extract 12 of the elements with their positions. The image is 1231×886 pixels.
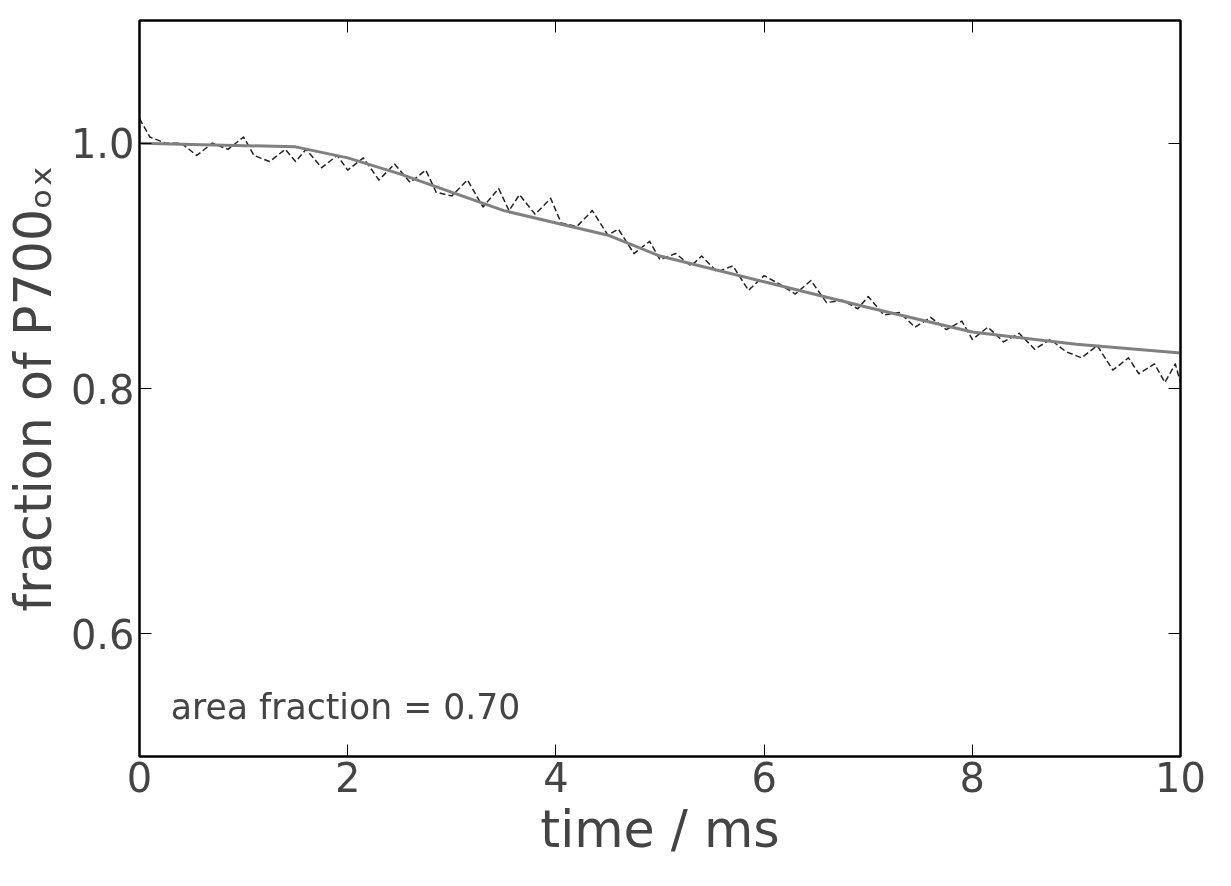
x-tick-label: 6	[751, 754, 777, 801]
x-tick-label: 8	[959, 754, 986, 801]
annotation: area fraction = 0.70	[170, 687, 521, 728]
y-tick-label: 1.0	[70, 121, 135, 168]
y-tick-label: 0.8	[70, 366, 135, 413]
y-tick-label: 0.6	[70, 611, 135, 658]
x-tick-label: 0	[126, 754, 153, 801]
x-tick-label: 4	[543, 754, 569, 801]
y-axis-title: fraction of P700ₒₓ	[3, 165, 63, 612]
x-tick-label: 10	[1155, 754, 1206, 801]
x-axis-title: time / ms	[540, 799, 780, 859]
x-tick-label: 2	[334, 754, 361, 801]
